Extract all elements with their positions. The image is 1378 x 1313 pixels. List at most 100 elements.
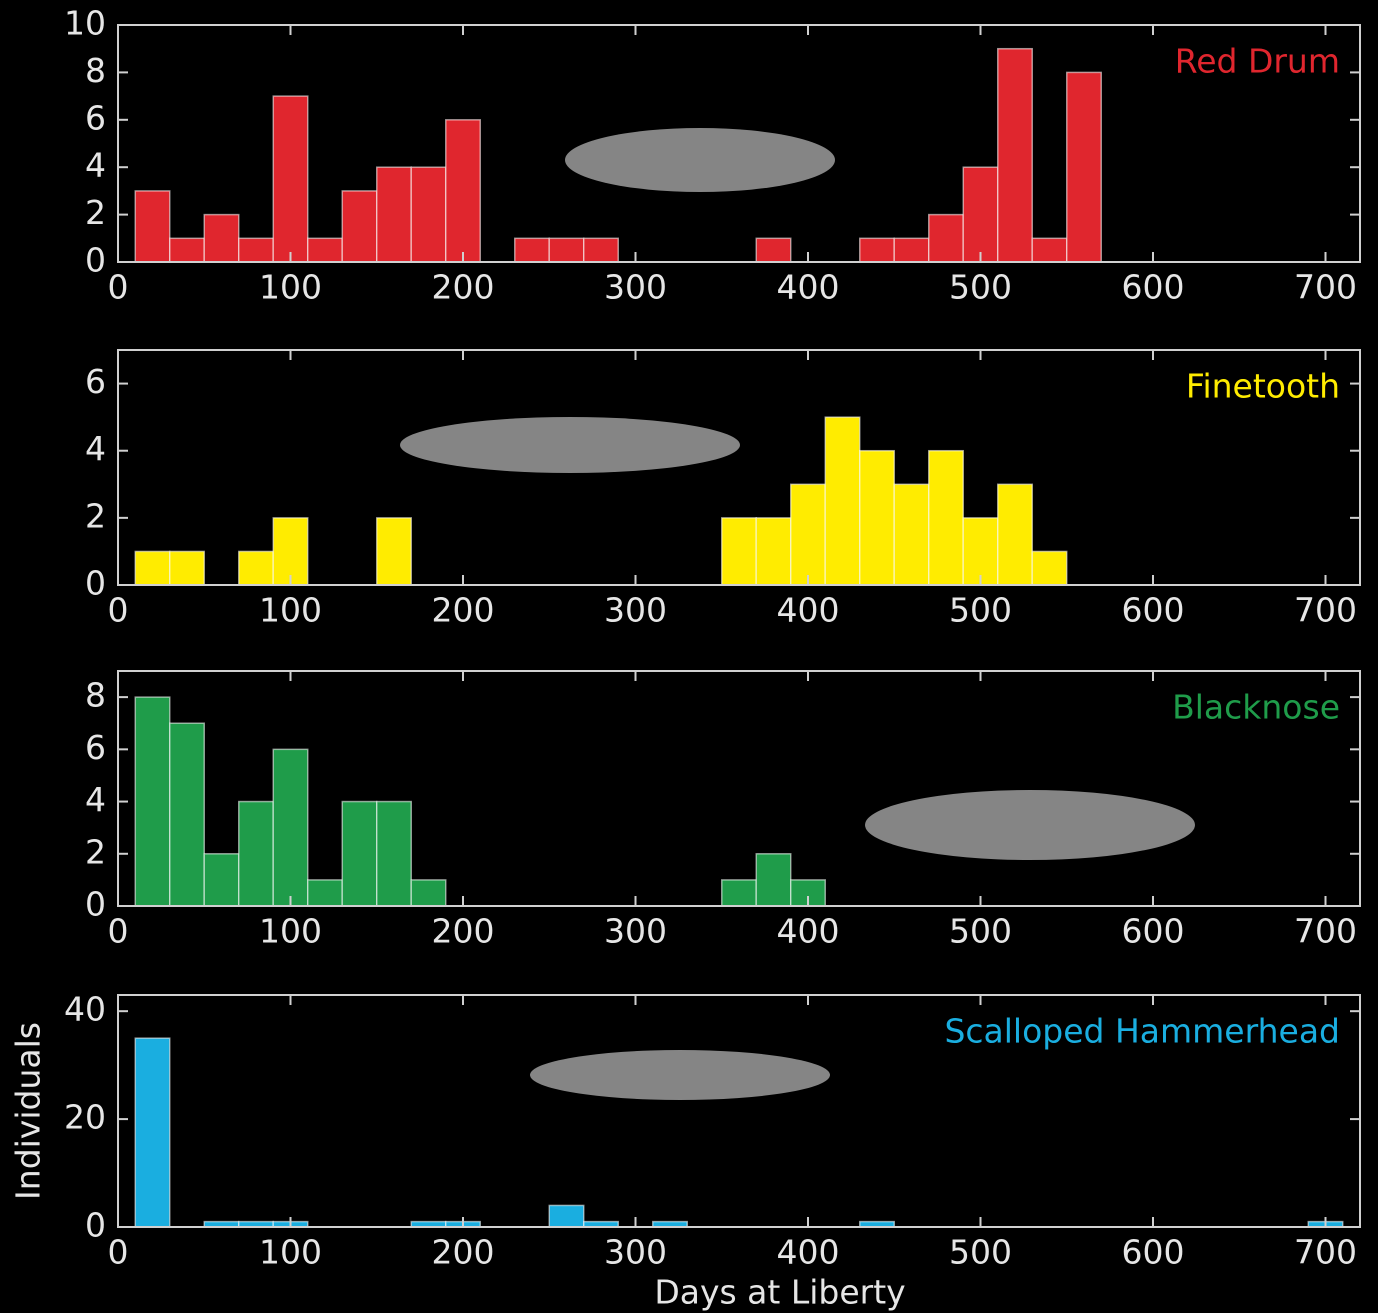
y-tick-label: 4	[85, 146, 106, 185]
shark-illustration	[865, 790, 1195, 860]
x-tick-label: 700	[1294, 268, 1357, 307]
y-tick-label: 4	[85, 780, 106, 819]
x-tick-label: 700	[1294, 591, 1357, 630]
bar	[893, 237, 930, 263]
bar	[445, 119, 481, 263]
bar	[169, 550, 205, 586]
x-tick-label: 400	[777, 1233, 840, 1272]
x-tick-label: 600	[1122, 1233, 1185, 1272]
bar	[962, 166, 999, 263]
x-tick-label: 300	[604, 268, 667, 307]
x-tick-label: 600	[1122, 591, 1185, 630]
bar	[721, 517, 757, 586]
y-tick-label: 2	[85, 832, 106, 871]
y-tick-label: 20	[64, 1098, 106, 1137]
plot-frame	[117, 994, 1361, 1228]
bar	[272, 748, 309, 907]
bar	[307, 879, 343, 907]
y-tick-label: 0	[85, 1206, 106, 1245]
plot-frame	[117, 24, 1361, 263]
bar	[755, 517, 792, 586]
x-tick-label: 500	[949, 1233, 1012, 1272]
plot-frame	[117, 349, 1361, 586]
bar	[548, 237, 585, 263]
bar	[859, 449, 895, 586]
series-label: Blacknose	[1172, 688, 1340, 727]
bar	[272, 95, 309, 263]
bar	[583, 237, 619, 263]
x-tick-label: 0	[108, 1233, 129, 1272]
bar	[928, 449, 964, 586]
bar	[376, 800, 412, 907]
x-tick-label: 400	[777, 268, 840, 307]
bar	[238, 550, 274, 586]
bar	[410, 166, 447, 263]
bar	[790, 483, 826, 586]
x-tick-label: 200	[432, 268, 495, 307]
bar	[203, 213, 240, 263]
bar	[376, 517, 412, 586]
bar	[548, 1204, 585, 1228]
shark-illustration	[400, 417, 740, 473]
y-tick-label: 0	[85, 885, 106, 924]
x-tick-label: 200	[432, 1233, 495, 1272]
bar	[341, 190, 378, 263]
y-tick-label: 40	[64, 990, 106, 1029]
bar	[376, 166, 412, 263]
y-tick-label: 2	[85, 496, 106, 535]
bar	[1031, 550, 1068, 586]
y-tick-label: 4	[85, 429, 106, 468]
hammerhead-illustration	[530, 1050, 830, 1100]
bar	[307, 237, 343, 263]
x-tick-label: 300	[604, 912, 667, 951]
bar	[755, 853, 792, 907]
x-tick-label: 0	[108, 912, 129, 951]
y-tick-label: 0	[85, 241, 106, 280]
y-tick-label: 8	[85, 676, 106, 715]
bar	[962, 517, 999, 586]
series-label: Scalloped Hammerhead	[944, 1012, 1340, 1051]
bar	[272, 517, 309, 586]
x-axis-label: Days at Liberty	[654, 1273, 905, 1312]
y-tick-label: 0	[85, 564, 106, 603]
x-tick-label: 200	[432, 591, 495, 630]
x-tick-label: 100	[259, 268, 322, 307]
bar	[721, 879, 757, 907]
y-tick-label: 6	[85, 728, 106, 767]
bar	[169, 722, 205, 907]
y-tick-label: 10	[64, 4, 106, 43]
x-tick-label: 700	[1294, 912, 1357, 951]
bar	[514, 237, 550, 263]
bar	[134, 1037, 171, 1228]
bar	[341, 800, 378, 907]
bar	[997, 483, 1033, 586]
bar	[1066, 71, 1102, 263]
x-tick-label: 400	[777, 591, 840, 630]
bar	[134, 696, 171, 907]
bar	[238, 800, 274, 907]
bar	[928, 213, 964, 263]
bar	[134, 190, 171, 263]
y-tick-label: 2	[85, 193, 106, 232]
bar	[134, 550, 171, 586]
x-tick-label: 0	[108, 268, 129, 307]
x-tick-label: 0	[108, 591, 129, 630]
series-label: Finetooth	[1186, 367, 1340, 406]
plot-frame	[117, 670, 1361, 907]
x-tick-label: 700	[1294, 1233, 1357, 1272]
bar	[238, 237, 274, 263]
x-tick-label: 500	[949, 591, 1012, 630]
x-tick-label: 500	[949, 912, 1012, 951]
bar	[1031, 237, 1068, 263]
bar	[824, 416, 861, 586]
x-tick-label: 500	[949, 268, 1012, 307]
x-tick-label: 300	[604, 591, 667, 630]
bar	[410, 879, 447, 907]
bar	[859, 237, 895, 263]
x-tick-label: 100	[259, 1233, 322, 1272]
x-tick-label: 100	[259, 591, 322, 630]
y-tick-label: 6	[85, 98, 106, 137]
x-tick-label: 600	[1122, 268, 1185, 307]
y-tick-label: 6	[85, 362, 106, 401]
